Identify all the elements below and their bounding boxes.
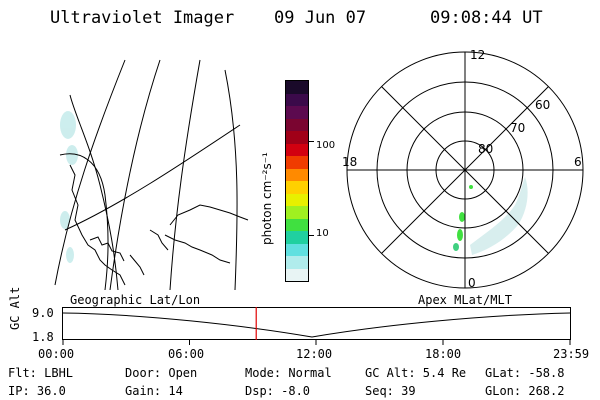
colorbar-swatch	[286, 256, 308, 269]
colorbar-swatch	[286, 143, 308, 156]
alt-curve	[62, 312, 571, 338]
meridian-line	[109, 59, 161, 290]
info-door: Door: Open	[125, 366, 198, 380]
parallel-line	[64, 124, 241, 231]
coastline	[164, 234, 231, 264]
colorbar-tick-label: 10	[316, 228, 329, 239]
parallel-line	[59, 153, 109, 290]
colorbar-swatch	[286, 81, 308, 94]
app-title: Ultraviolet Imager	[50, 8, 235, 28]
mlt-label-top: 12	[470, 48, 485, 62]
colorbar-swatch	[286, 243, 308, 256]
mlt-spoke	[381, 86, 549, 254]
info-flt: Flt: LBHL	[8, 366, 74, 380]
meridian-line	[54, 59, 126, 286]
colorbar-swatch	[286, 268, 308, 281]
info-glon: GLon: 268.2	[485, 384, 565, 398]
coastline	[149, 229, 169, 251]
meridian-line	[224, 69, 238, 290]
lat-label-60: 60	[535, 98, 550, 112]
colorbar-swatch	[286, 181, 308, 194]
alt-ytick: 1.8	[32, 330, 54, 344]
alt-ylabel: GC Alt	[8, 286, 22, 330]
alt-xtick-label: 18:00	[425, 347, 462, 361]
colorbar-swatch	[286, 131, 308, 144]
info-dsp: Dsp: -8.0	[245, 384, 311, 398]
alt-xtick-label: 12:00	[296, 347, 333, 361]
info-glat: GLat: -58.8	[485, 366, 565, 380]
alt-ytick: 9.0	[32, 306, 54, 320]
lat-label-80: 80	[478, 142, 493, 156]
colorbar-swatch	[286, 231, 308, 244]
geographic-map	[54, 59, 249, 290]
geo-panel-label: Geographic Lat/Lon	[70, 293, 201, 307]
colorbar-tick	[308, 235, 314, 236]
aurora-emission	[60, 111, 78, 263]
colorbar-swatch	[286, 206, 308, 219]
info-gc-alt: GC Alt: 5.4 Re	[365, 366, 467, 380]
colorbar-swatch	[286, 218, 308, 231]
coastline	[89, 236, 125, 262]
meridian-line	[169, 59, 201, 290]
coastline	[69, 164, 126, 286]
mlt-label-left: 18	[342, 155, 357, 169]
alt-xtick-label: 06:00	[168, 347, 205, 361]
polar-plot: 12 18 6 0 60 70 80	[342, 48, 584, 290]
colorbar-swatch	[286, 106, 308, 119]
info-mode: Mode: Normal	[245, 366, 332, 380]
coastline	[129, 254, 145, 276]
coastline	[169, 204, 249, 226]
lat-label-70: 70	[510, 121, 525, 135]
info-ip: IP: 36.0	[8, 384, 66, 398]
polar-panel-label: Apex MLat/MLT	[418, 293, 512, 307]
info-gain: Gain: 14	[125, 384, 183, 398]
mlt-label-bottom: 0	[468, 276, 476, 290]
mlt-label-right: 6	[574, 155, 582, 169]
colorbar-swatch	[286, 118, 308, 131]
aurora-emission	[453, 177, 528, 255]
colorbar-swatch	[286, 93, 308, 106]
header-date: 09 Jun 07	[274, 8, 367, 28]
alt-plot	[62, 307, 571, 345]
colorbar-swatch	[286, 156, 308, 169]
colorbar-tick-label: 100	[316, 140, 336, 151]
colorbar-swatch	[286, 193, 308, 206]
colorbar-label: photon cm⁻²s⁻¹	[260, 152, 274, 245]
header-time: 09:08:44 UT	[430, 8, 543, 28]
parallel-line	[69, 94, 119, 290]
alt-xtick-label: 23:59	[553, 347, 590, 361]
colorbar	[285, 80, 309, 282]
alt-xtick-label: 00:00	[38, 347, 75, 361]
colorbar-swatch	[286, 168, 308, 181]
alt-plot-frame	[62, 307, 571, 340]
colorbar-tick	[308, 141, 314, 142]
info-seq: Seq: 39	[365, 384, 416, 398]
